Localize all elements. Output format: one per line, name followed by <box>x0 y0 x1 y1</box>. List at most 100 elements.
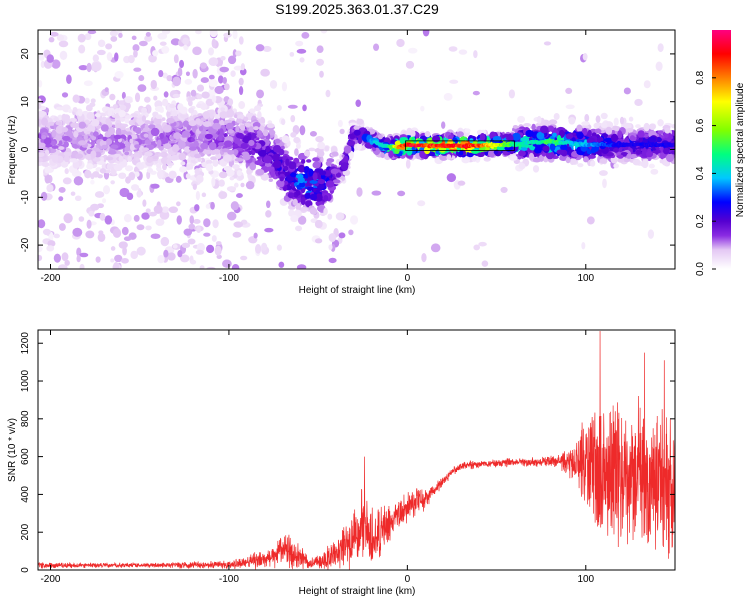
spectrogram-noise-blob <box>110 246 116 251</box>
spectrogram-band-blob <box>483 156 491 162</box>
spectrogram-noise-blob <box>443 92 453 101</box>
spectrogram-band-blob <box>664 127 671 134</box>
spectrogram-band-blob <box>222 154 232 162</box>
spectrogram-noise-blob <box>112 228 122 238</box>
spectrogram-band-blob <box>353 129 361 136</box>
spectrogram-noise-blob <box>114 71 124 79</box>
spectrogram-noise-blob <box>543 41 552 46</box>
spectrogram-noise-blob <box>236 193 243 199</box>
spectrogram-band-blob <box>128 172 136 181</box>
spectrogram-noise-blob <box>600 112 608 120</box>
spectrogram-noise-blob <box>38 245 43 253</box>
spectrogram-noise-blob <box>95 256 101 263</box>
spectrogram-band-blob <box>540 125 549 134</box>
spectrogram-band-blob <box>101 144 109 149</box>
spectrogram-noise-blob <box>348 229 354 236</box>
spectrogram-band-blob <box>240 142 249 150</box>
spectrogram-x-tick-label: 0 <box>405 273 411 284</box>
spectrogram-noise-blob <box>240 182 245 188</box>
spectrogram-noise-blob <box>161 45 170 54</box>
spectrogram-noise-blob <box>441 121 446 129</box>
spectrogram-noise-blob <box>120 257 129 264</box>
spectrogram-noise-blob <box>73 176 84 186</box>
spectrogram-band-blob <box>272 153 280 161</box>
spectrogram-band-blob <box>51 145 59 149</box>
spectrogram-noise-blob <box>296 264 307 269</box>
spectrogram-band-blob <box>38 152 45 158</box>
spectrogram-band-blob <box>238 101 246 110</box>
spectrogram-noise-blob <box>113 261 120 269</box>
spectrogram-band-blob <box>92 171 100 178</box>
spectrogram-band-blob <box>83 134 88 140</box>
spectrogram-band-blob <box>304 172 309 179</box>
spectrogram-noise-blob <box>42 228 51 236</box>
spectrogram-band-blob <box>61 127 69 133</box>
spectrogram-noise-blob <box>133 67 142 72</box>
spectrogram-band-blob <box>143 133 149 138</box>
spectrogram-noise-blob <box>44 174 51 184</box>
spectrogram-noise-blob <box>176 201 181 207</box>
spectrogram-band-blob <box>584 114 590 122</box>
spectrogram-band-blob <box>254 160 263 166</box>
spectrogram-band-blob <box>146 167 154 173</box>
spectrogram-band-blob <box>357 136 363 145</box>
spectrogram-band-blob <box>559 155 568 161</box>
spectrogram-band-blob <box>246 168 252 175</box>
spectrogram-noise-blob <box>56 34 64 41</box>
spectrogram-noise-blob <box>481 260 489 267</box>
spectrogram-noise-blob <box>72 227 83 237</box>
spectrogram-noise-blob <box>297 215 307 225</box>
spectrogram-band-blob <box>346 141 355 146</box>
spectrogram-noise-blob <box>163 249 169 258</box>
spectrogram-band-blob <box>599 170 608 176</box>
spectrogram-noise-blob <box>78 64 88 71</box>
spectrogram-band-blob <box>265 145 271 153</box>
spectrogram-band-blob <box>461 156 471 164</box>
spectrogram-band-blob <box>218 142 225 147</box>
spectrogram-band-blob <box>78 121 87 129</box>
spectrogram-band-blob <box>84 169 92 179</box>
spectrogram-band-blob <box>262 129 269 137</box>
spectrogram-noise-blob <box>254 244 262 254</box>
spectrogram-band-blob <box>330 168 339 175</box>
snr-x-tick-label: 100 <box>577 574 594 585</box>
spectrogram-band-blob <box>141 115 147 122</box>
spectrogram-band-blob <box>90 118 100 127</box>
spectrogram-band-blob <box>325 160 332 167</box>
spectrogram-noise-blob <box>136 190 142 198</box>
colorbar-label: Normalized spectral amplitude <box>735 82 746 217</box>
spectrogram-noise-blob <box>328 257 337 264</box>
spectrogram-band-blob <box>327 213 333 220</box>
spectrogram-noise-blob <box>132 44 140 52</box>
spectrogram-noise-blob <box>195 30 202 35</box>
spectrogram-band-blob <box>179 166 188 173</box>
spectrogram-band-blob <box>214 148 221 155</box>
colorbar-tick-label: 0.6 <box>695 118 706 132</box>
spectrogram-noise-blob <box>189 215 195 225</box>
spectrogram-noise-blob <box>90 98 96 104</box>
spectrogram-band-blob <box>148 124 156 130</box>
spectrogram-band-blob <box>141 107 148 114</box>
spectrogram-noise-blob <box>196 225 202 233</box>
spectrogram-band-blob <box>300 197 306 206</box>
spectrogram-noise-blob <box>230 201 239 211</box>
spectrogram-noise-blob <box>76 254 81 263</box>
spectrogram-noise-blob <box>422 30 430 37</box>
spectrogram-noise-blob <box>449 79 459 84</box>
spectrogram-noise-blob <box>86 62 92 73</box>
spectrogram-noise-blob <box>253 232 258 239</box>
spectrogram-noise-blob <box>457 180 466 186</box>
spectrogram-noise-blob <box>170 38 181 46</box>
spectrogram-noise-blob <box>203 232 211 237</box>
spectrogram-band-blob <box>315 193 323 202</box>
spectrogram-noise-blob <box>472 90 480 96</box>
spectrogram-band-blob <box>186 164 191 171</box>
spectrogram-noise-blob <box>278 261 285 268</box>
snr-y-tick-label: 1000 <box>20 369 31 392</box>
spectrogram-noise-blob <box>208 47 214 56</box>
spectrogram-band-blob <box>587 129 592 138</box>
spectrogram-noise-blob <box>226 186 237 192</box>
spectrogram-band-blob <box>187 99 193 107</box>
spectrogram-band-blob <box>532 157 542 163</box>
spectrogram-noise-blob <box>371 190 382 196</box>
